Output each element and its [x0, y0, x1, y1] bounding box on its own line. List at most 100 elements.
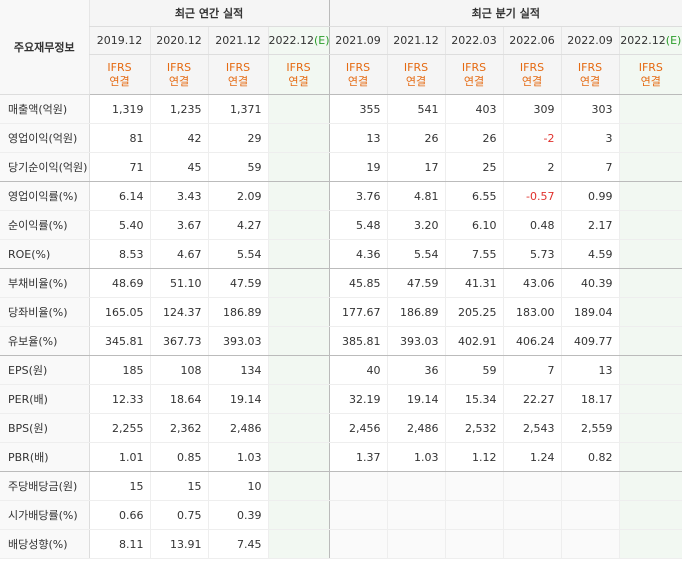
- quarter-value-cell: [618, 210, 682, 240]
- ifrs-text: IFRS: [107, 60, 132, 74]
- annual-value-cell: 5.40: [88, 210, 150, 240]
- quarter-value-cell: 25: [444, 152, 504, 182]
- quarter-value-cell: [618, 239, 682, 269]
- annual-value-cell: 134: [207, 355, 268, 385]
- consolidated-text: 연결: [463, 74, 485, 88]
- quarter-value-cell: 3.20: [386, 210, 446, 240]
- annual-value-cell: 47.59: [207, 268, 268, 298]
- quarter-group-header: 최근 분기 실적: [328, 0, 682, 27]
- annual-value-cell: [267, 94, 330, 124]
- quarter-value-cell: 40.39: [560, 268, 620, 298]
- annual-period: 2021.12: [207, 26, 268, 55]
- annual-value-cell: 42: [149, 123, 208, 153]
- quarter-value-cell: [618, 471, 682, 501]
- annual-value-cell: 393.03: [207, 326, 268, 356]
- row-label: 시가배당률(%): [0, 500, 90, 530]
- quarter-period-estimate: 2022.12(E): [618, 26, 682, 55]
- quarter-value-cell: 3.76: [328, 181, 388, 211]
- ifrs-consolidated-label: IFRS 연결: [88, 54, 150, 95]
- quarter-period: 2021.09: [328, 26, 388, 55]
- ifrs-consolidated-label: IFRS 연결: [618, 54, 682, 95]
- row-label: EPS(원): [0, 355, 90, 385]
- annual-value-cell: 45: [149, 152, 208, 182]
- quarter-value-cell: 40: [328, 355, 388, 385]
- quarter-value-cell: 0.82: [560, 442, 620, 472]
- quarter-value-cell: 2,532: [444, 413, 504, 443]
- quarter-value-cell: [328, 529, 388, 559]
- annual-value-cell: 4.67: [149, 239, 208, 269]
- quarter-value-cell: 5.54: [386, 239, 446, 269]
- period-text: 2022.12: [620, 34, 666, 47]
- quarter-value-cell: 303: [560, 94, 620, 124]
- row-label: ROE(%): [0, 239, 90, 269]
- ifrs-consolidated-label: IFRS 연결: [267, 54, 330, 95]
- row-label: 당기순이익(억원): [0, 152, 90, 182]
- ifrs-consolidated-label: IFRS 연결: [149, 54, 208, 95]
- quarter-value-cell: [386, 471, 446, 501]
- table-row: 순이익률(%) 5.40 3.67 4.27 5.48 3.20 6.10 0.48 2.17: [0, 210, 682, 240]
- ifrs-text: IFRS: [403, 60, 429, 74]
- ifrs-consolidated-label: IFRS 연결: [207, 54, 268, 95]
- annual-value-cell: 0.85: [149, 442, 208, 472]
- annual-value-cell: 18.64: [149, 384, 208, 414]
- quarter-value-cell: 32.19: [328, 384, 388, 414]
- row-label: 배당성향(%): [0, 529, 90, 559]
- consolidated-text: 연결: [579, 74, 601, 88]
- quarter-value-cell: 18.17: [560, 384, 620, 414]
- quarter-value-cell: 7.55: [444, 239, 504, 269]
- consolidated-text: 연결: [288, 74, 309, 88]
- quarter-value-cell: 406.24: [502, 326, 562, 356]
- quarter-value-cell: -0.57: [502, 181, 562, 211]
- quarter-value-cell: 6.10: [444, 210, 504, 240]
- quarter-value-cell: 1.03: [386, 442, 446, 472]
- row-label: 주당배당금(원): [0, 471, 90, 501]
- quarter-value-cell: 355: [328, 94, 388, 124]
- quarter-value-cell: [560, 529, 620, 559]
- quarter-value-cell: 177.67: [328, 297, 388, 327]
- row-label: 영업이익률(%): [0, 181, 90, 211]
- ifrs-text: IFRS: [345, 60, 371, 74]
- ifrs-text: IFRS: [286, 60, 311, 74]
- quarter-value-cell: [618, 297, 682, 327]
- corner-header: 주요재무정보: [0, 0, 89, 95]
- consolidated-text: 연결: [405, 74, 427, 88]
- consolidated-text: 연결: [168, 74, 190, 88]
- annual-value-cell: 3.43: [149, 181, 208, 211]
- ifrs-text: IFRS: [166, 60, 192, 74]
- ifrs-text: IFRS: [225, 60, 251, 74]
- ifrs-consolidated-label: IFRS 연결: [328, 54, 388, 95]
- quarter-period: 2022.06: [502, 26, 562, 55]
- annual-value-cell: [267, 123, 330, 153]
- annual-value-cell: 1,235: [149, 94, 208, 124]
- annual-value-cell: 29: [207, 123, 268, 153]
- quarter-value-cell: 2: [502, 152, 562, 182]
- table-row: 유보율(%) 345.81 367.73 393.03 385.81 393.03 402.…: [0, 326, 682, 356]
- annual-value-cell: 8.11: [88, 529, 150, 559]
- annual-value-cell: 12.33: [88, 384, 150, 414]
- ifrs-text: IFRS: [461, 60, 487, 74]
- table-row: PER(배) 12.33 18.64 19.14 32.19 19.14 15.34 22.2…: [0, 384, 682, 414]
- quarter-value-cell: [618, 500, 682, 530]
- quarter-value-cell: 189.04: [560, 297, 620, 327]
- quarter-value-cell: [618, 152, 682, 182]
- annual-value-cell: 71: [88, 152, 150, 182]
- annual-group-header: 최근 연간 실적: [88, 0, 330, 27]
- quarter-value-cell: 409.77: [560, 326, 620, 356]
- quarter-value-cell: 2,486: [386, 413, 446, 443]
- annual-value-cell: 1.01: [88, 442, 150, 472]
- ifrs-text: IFRS: [519, 60, 545, 74]
- annual-value-cell: 51.10: [149, 268, 208, 298]
- annual-value-cell: [267, 181, 330, 211]
- annual-value-cell: 8.53: [88, 239, 150, 269]
- annual-value-cell: [267, 326, 330, 356]
- table-row: 배당성향(%) 8.11 13.91 7.45: [0, 529, 682, 559]
- consolidated-text: 연결: [227, 74, 249, 88]
- annual-value-cell: 2,362: [149, 413, 208, 443]
- quarter-value-cell: 2,559: [560, 413, 620, 443]
- quarter-value-cell: 19: [328, 152, 388, 182]
- quarter-value-cell: 26: [444, 123, 504, 153]
- annual-value-cell: 7.45: [207, 529, 268, 559]
- annual-value-cell: 185: [88, 355, 150, 385]
- annual-value-cell: 108: [149, 355, 208, 385]
- annual-value-cell: [267, 152, 330, 182]
